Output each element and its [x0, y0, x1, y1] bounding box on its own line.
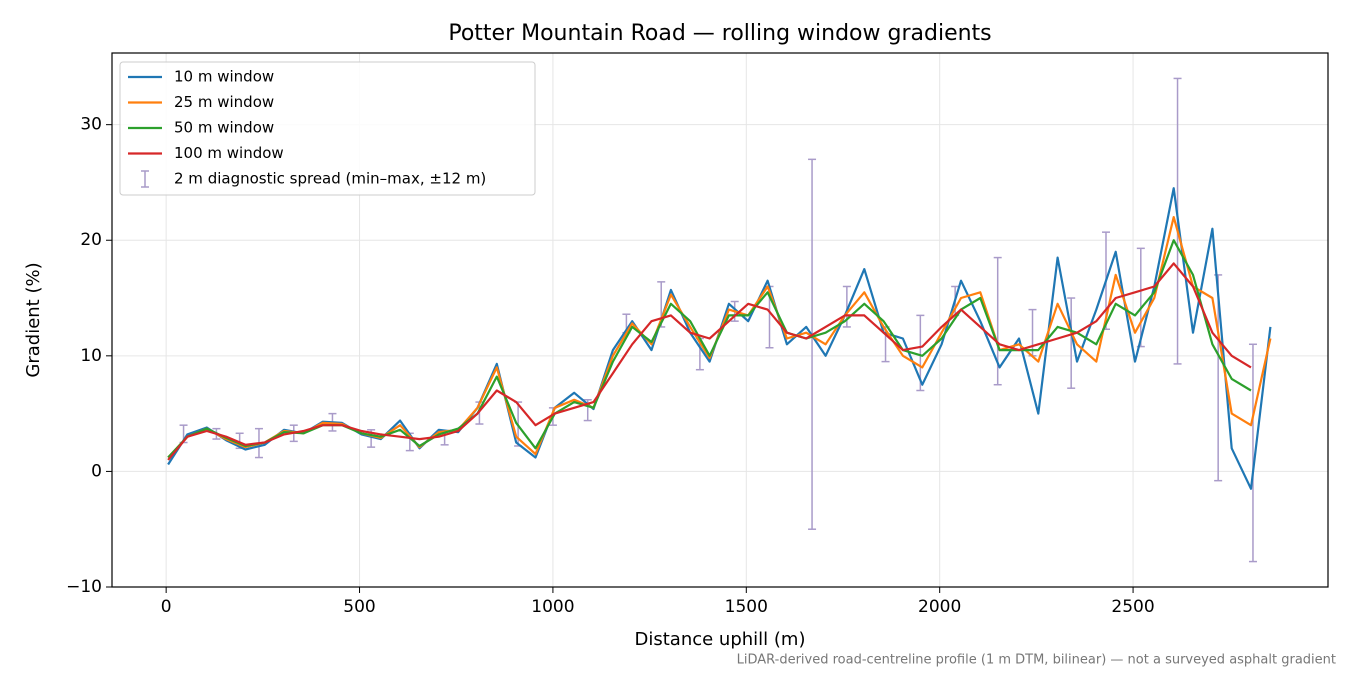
x-tick-label: 2500: [1111, 597, 1154, 617]
y-tick-label: −10: [66, 577, 102, 597]
y-tick-label: 30: [80, 115, 102, 135]
axes: 0 500 1000 1500 2000 2500 −10 0 10 20 30: [66, 115, 1155, 617]
x-tick-label: 500: [343, 597, 375, 617]
x-axis-label: Distance uphill (m): [635, 629, 806, 650]
legend-label: 100 m window: [174, 144, 284, 162]
y-tick-label: 20: [80, 230, 102, 250]
legend-label: 25 m window: [174, 93, 274, 111]
x-tick-label: 2000: [918, 597, 961, 617]
x-tick-label: 1000: [531, 597, 574, 617]
legend: 10 m window 25 m window 50 m window 100 m w…: [119, 61, 536, 196]
chart-title: Potter Mountain Road — rolling window gr…: [448, 21, 991, 46]
series-line: [167, 262, 1252, 461]
footnote: LiDAR-derived road-centreline profile (1…: [737, 653, 1336, 668]
y-tick-label: 10: [80, 346, 102, 366]
x-tick-label: 0: [161, 597, 172, 617]
x-tick-label: 1500: [725, 597, 768, 617]
y-axis-label: Gradient (%): [23, 262, 44, 377]
legend-label: 10 m window: [174, 68, 274, 86]
plot-area: [167, 77, 1272, 563]
axes-frame: [111, 52, 1329, 588]
legend-box: [119, 61, 536, 196]
legend-label: 50 m window: [174, 119, 274, 137]
legend-label: 2 m diagnostic spread (min–max, ±12 m): [174, 170, 486, 188]
y-tick-label: 0: [91, 461, 102, 481]
